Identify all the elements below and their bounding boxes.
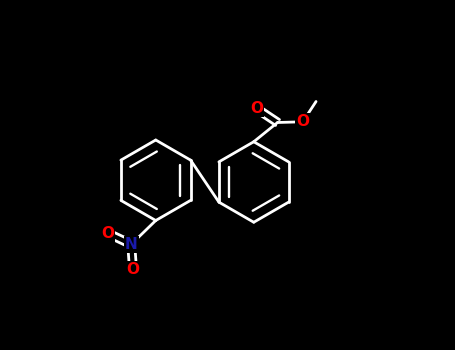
Text: O: O bbox=[101, 226, 114, 240]
Text: O: O bbox=[126, 262, 140, 277]
Text: N: N bbox=[125, 237, 137, 252]
Text: O: O bbox=[296, 114, 309, 129]
Text: O: O bbox=[250, 101, 263, 116]
